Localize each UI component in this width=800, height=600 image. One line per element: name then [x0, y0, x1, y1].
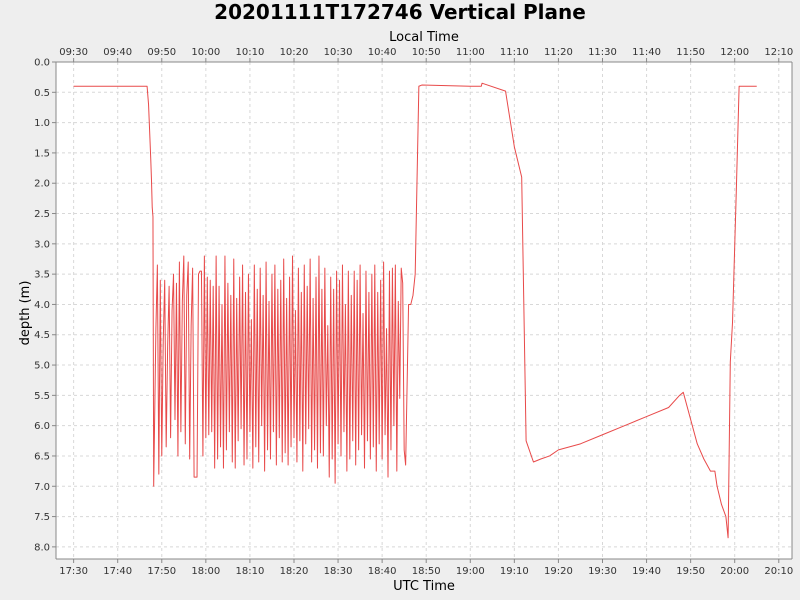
- x2-tick-label: 11:20: [544, 47, 573, 58]
- y-tick-label: 7.5: [34, 512, 50, 523]
- x2-tick-label: 09:50: [147, 47, 176, 58]
- x2-tick-label: 10:50: [412, 47, 441, 58]
- y-tick-label: 7.0: [34, 482, 50, 493]
- depth-series-line: [73, 82, 757, 539]
- y-tick-label: 0.0: [34, 58, 50, 69]
- x-tick-label: 17:40: [103, 566, 132, 577]
- x-tick-label: 17:50: [147, 566, 176, 577]
- y-tick-label: 2.5: [34, 209, 50, 220]
- axes-layer: 17:30 09:30 17:40 09:40 17:50 09:50 18:00 10:00…: [34, 47, 793, 577]
- x-tick-label: 18:10: [236, 566, 265, 577]
- y-tick-label: 5.5: [34, 391, 50, 402]
- x2-tick-label: 11:50: [676, 47, 705, 58]
- x-tick-label: 18:40: [368, 566, 397, 577]
- left-axis-title: depth (m): [18, 281, 33, 346]
- x-tick-label: 17:30: [59, 566, 88, 577]
- y-tick-label: 1.5: [34, 148, 50, 159]
- y-tick-label: 5.0: [34, 361, 50, 372]
- x-tick-label: 20:10: [764, 566, 793, 577]
- x-tick-label: 19:20: [544, 566, 573, 577]
- y-tick-label: 3.0: [34, 239, 50, 250]
- x2-tick-label: 12:10: [764, 47, 793, 58]
- x-tick-label: 18:50: [412, 566, 441, 577]
- y-tick-label: 8.0: [34, 542, 50, 553]
- bottom-axis-title: UTC Time: [393, 579, 455, 594]
- y-tick-label: 2.0: [34, 179, 50, 190]
- x2-tick-label: 10:00: [191, 47, 220, 58]
- x-tick-label: 19:00: [456, 566, 485, 577]
- x-tick-label: 19:30: [588, 566, 617, 577]
- x-tick-label: 18:00: [191, 566, 220, 577]
- x2-tick-label: 11:40: [632, 47, 661, 58]
- x-tick-label: 18:20: [280, 566, 309, 577]
- x2-tick-label: 09:30: [59, 47, 88, 58]
- top-axis-title: Local Time: [389, 30, 459, 45]
- x-tick-label: 19:40: [632, 566, 661, 577]
- y-tick-label: 3.5: [34, 270, 50, 281]
- x2-tick-label: 11:10: [500, 47, 529, 58]
- x2-tick-label: 11:00: [456, 47, 485, 58]
- y-tick-label: 6.5: [34, 451, 50, 462]
- plot-area: [56, 62, 792, 559]
- y-tick-label: 6.0: [34, 421, 50, 432]
- x2-tick-label: 10:30: [324, 47, 353, 58]
- x2-tick-label: 10:10: [236, 47, 265, 58]
- x-tick-label: 19:10: [500, 566, 529, 577]
- x-tick-label: 19:50: [676, 566, 705, 577]
- y-tick-label: 0.5: [34, 88, 50, 99]
- x2-tick-label: 09:40: [103, 47, 132, 58]
- x-tick-label: 20:00: [720, 566, 749, 577]
- series-layer: [73, 82, 757, 539]
- x-tick-label: 18:30: [324, 566, 353, 577]
- x2-tick-label: 10:20: [280, 47, 309, 58]
- y-tick-label: 1.0: [34, 118, 50, 129]
- y-tick-label: 4.5: [34, 330, 50, 341]
- x2-tick-label: 12:00: [720, 47, 749, 58]
- x2-tick-label: 11:30: [588, 47, 617, 58]
- y-tick-label: 4.0: [34, 300, 50, 311]
- chart-title: 20201111T172746 Vertical Plane: [214, 0, 586, 24]
- x2-tick-label: 10:40: [368, 47, 397, 58]
